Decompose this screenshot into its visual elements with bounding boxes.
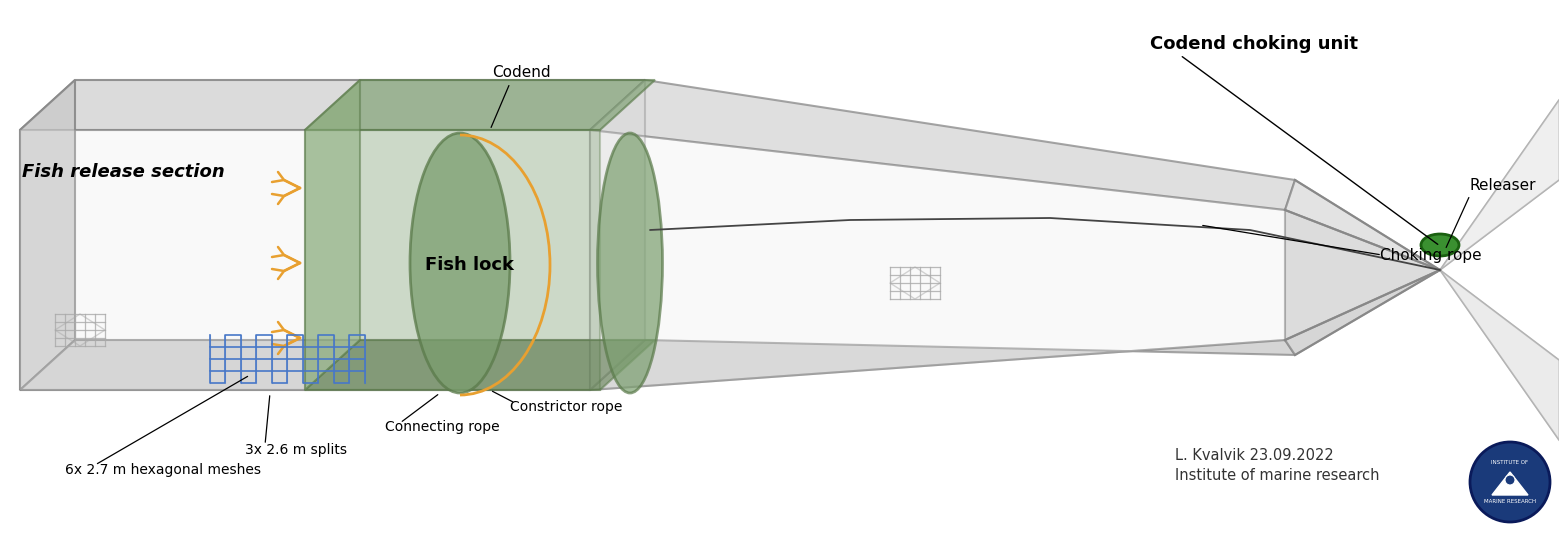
Text: Codend choking unit: Codend choking unit bbox=[1151, 35, 1358, 53]
Polygon shape bbox=[306, 80, 655, 130]
Polygon shape bbox=[20, 80, 645, 130]
Ellipse shape bbox=[597, 133, 663, 393]
Ellipse shape bbox=[1420, 234, 1459, 256]
Polygon shape bbox=[306, 340, 655, 390]
Text: Releaser: Releaser bbox=[1470, 178, 1537, 192]
Polygon shape bbox=[20, 80, 75, 390]
Text: Choking rope: Choking rope bbox=[1380, 248, 1481, 263]
Circle shape bbox=[1504, 475, 1515, 485]
Ellipse shape bbox=[410, 133, 510, 393]
Text: MARINE RESEARCH: MARINE RESEARCH bbox=[1484, 499, 1536, 504]
Text: Constrictor rope: Constrictor rope bbox=[510, 400, 622, 414]
Text: Fish lock: Fish lock bbox=[426, 256, 514, 274]
Text: INSTITUTE OF: INSTITUTE OF bbox=[1492, 460, 1528, 465]
Polygon shape bbox=[306, 130, 600, 390]
Polygon shape bbox=[20, 340, 645, 390]
Text: L. Kvalvik 23.09.2022: L. Kvalvik 23.09.2022 bbox=[1175, 448, 1335, 463]
Polygon shape bbox=[1441, 270, 1559, 440]
Polygon shape bbox=[306, 80, 360, 390]
Polygon shape bbox=[589, 340, 1296, 390]
Text: 3x 2.6 m splits: 3x 2.6 m splits bbox=[245, 443, 348, 457]
Text: Fish release section: Fish release section bbox=[22, 163, 224, 181]
Polygon shape bbox=[1285, 180, 1441, 270]
Circle shape bbox=[1470, 442, 1550, 522]
Polygon shape bbox=[1492, 472, 1528, 495]
Polygon shape bbox=[20, 130, 589, 390]
Text: Institute of marine research: Institute of marine research bbox=[1175, 468, 1380, 483]
Polygon shape bbox=[589, 130, 1285, 390]
Text: Codend: Codend bbox=[493, 65, 550, 80]
Text: Connecting rope: Connecting rope bbox=[385, 420, 499, 434]
Polygon shape bbox=[1441, 100, 1559, 270]
Polygon shape bbox=[589, 80, 1296, 210]
Polygon shape bbox=[1285, 210, 1441, 340]
Polygon shape bbox=[589, 80, 645, 390]
Polygon shape bbox=[1285, 270, 1441, 355]
Text: 6x 2.7 m hexagonal meshes: 6x 2.7 m hexagonal meshes bbox=[65, 463, 260, 477]
